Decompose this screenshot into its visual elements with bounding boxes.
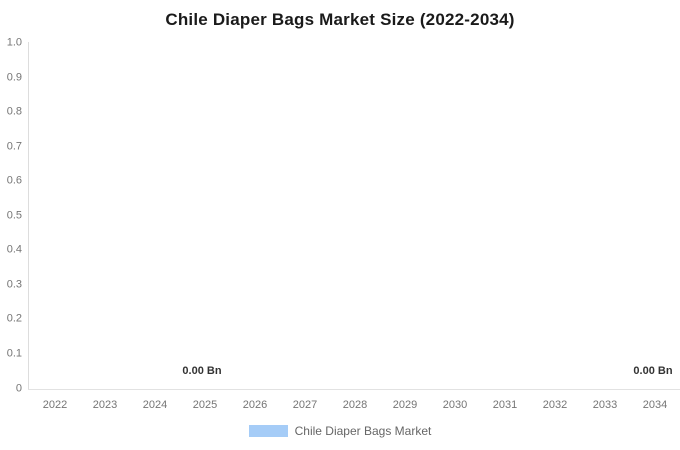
y-tick-label: 0.7 xyxy=(6,140,22,153)
x-tick-label: 2025 xyxy=(192,399,218,411)
legend-swatch xyxy=(248,425,288,437)
x-tick-label: 2026 xyxy=(242,399,268,411)
y-tick-label: 0.9 xyxy=(6,71,22,84)
x-axis-line xyxy=(28,389,680,390)
y-tick-label: 0 xyxy=(15,382,22,395)
y-tick-label: 0.1 xyxy=(6,347,22,360)
legend: Chile Diaper Bags Market xyxy=(0,425,680,437)
y-tick-label: 0.5 xyxy=(6,209,22,222)
x-tick-label: 2030 xyxy=(442,399,468,411)
y-tick-label: 1.0 xyxy=(6,36,22,49)
x-tick-label: 2031 xyxy=(492,399,518,411)
x-tick-label: 2023 xyxy=(92,399,118,411)
x-tick-label: 2022 xyxy=(42,399,68,411)
y-axis-line xyxy=(28,42,29,389)
x-tick-label: 2027 xyxy=(292,399,318,411)
legend-item-chile-diaper-bags-market[interactable]: Chile Diaper Bags Market xyxy=(248,424,432,438)
chart-title: Chile Diaper Bags Market Size (2022-2034… xyxy=(165,10,515,29)
data-label-first: 0.00 Bn xyxy=(182,365,222,377)
x-tick-label: 2033 xyxy=(592,399,618,411)
legend-label: Chile Diaper Bags Market xyxy=(294,424,432,438)
data-label-last: 0.00 Bn xyxy=(633,365,673,377)
y-tick-label: 0.3 xyxy=(6,278,22,291)
x-tick-label: 2024 xyxy=(142,399,168,411)
y-tick-label: 0.2 xyxy=(6,312,22,325)
x-tick-label: 2028 xyxy=(342,399,368,411)
x-tick-label: 2034 xyxy=(642,399,668,411)
x-tick-label: 2029 xyxy=(392,399,418,411)
x-tick-label: 2032 xyxy=(542,399,568,411)
y-tick-label: 0.8 xyxy=(6,105,22,118)
plot-area xyxy=(29,42,680,389)
y-tick-label: 0.4 xyxy=(6,243,22,256)
y-tick-label: 0.6 xyxy=(6,174,22,187)
